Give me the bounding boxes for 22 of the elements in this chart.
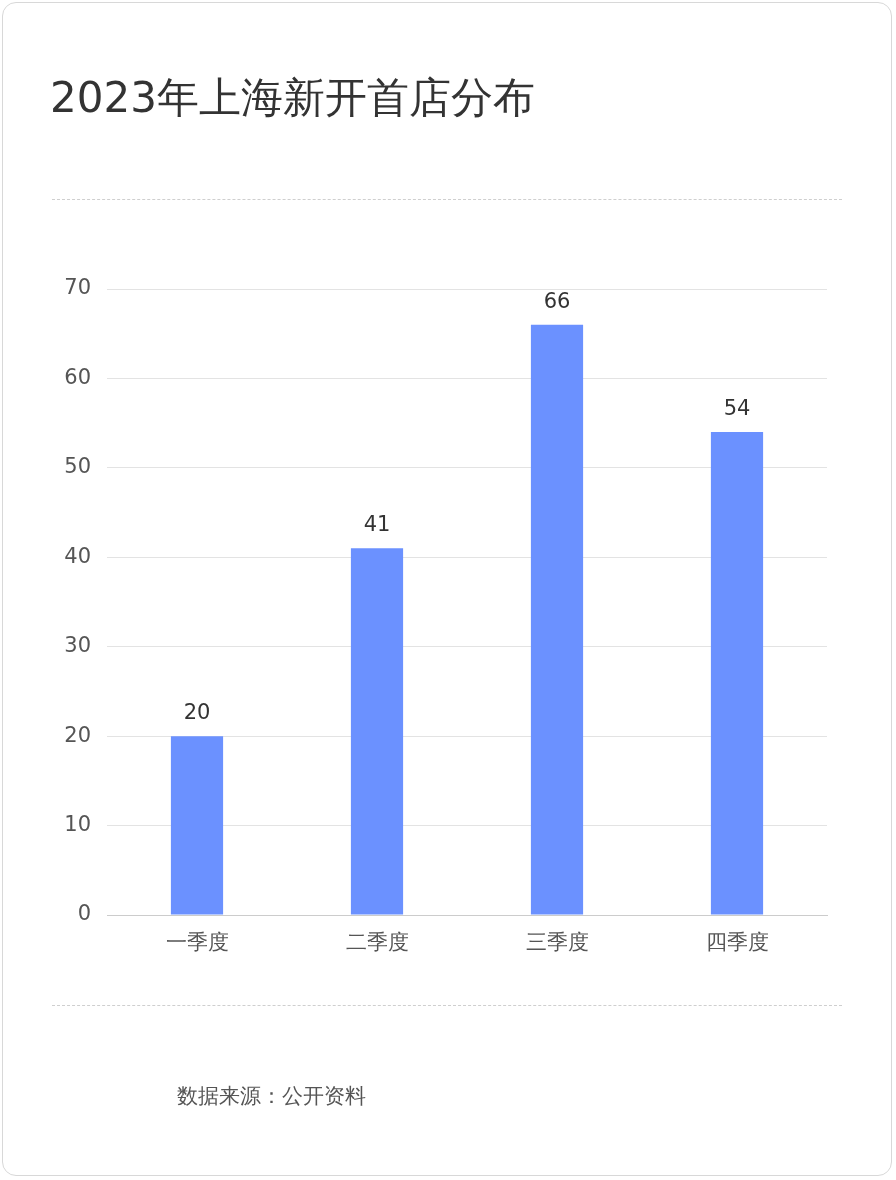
x-tick-label: 三季度: [525, 930, 589, 955]
source-note: 数据来源：公开资料: [177, 1083, 366, 1110]
y-tick-label: 20: [64, 722, 91, 747]
data-label: 20: [183, 700, 211, 725]
x-tick-label: 一季度: [165, 930, 229, 955]
y-tick-label: 30: [64, 633, 91, 658]
y-tick-label: 60: [64, 364, 91, 389]
y-tick-label: 40: [64, 543, 91, 568]
y-tick-label: 50: [64, 454, 91, 479]
bar: [710, 432, 764, 915]
y-tick-label: 0: [77, 901, 91, 926]
data-label: 41: [363, 512, 391, 537]
bar: [170, 736, 224, 915]
data-label: 54: [723, 396, 751, 421]
chart-title: 2023年上海新开首店分布: [50, 72, 535, 124]
bar: [350, 548, 404, 915]
bar: [530, 324, 584, 915]
x-tick-label: 二季度: [345, 930, 409, 955]
y-tick-label: 10: [64, 812, 91, 837]
y-tick-label: 70: [64, 275, 91, 300]
data-label: 66: [543, 288, 571, 313]
x-tick-label: 四季度: [705, 930, 769, 955]
